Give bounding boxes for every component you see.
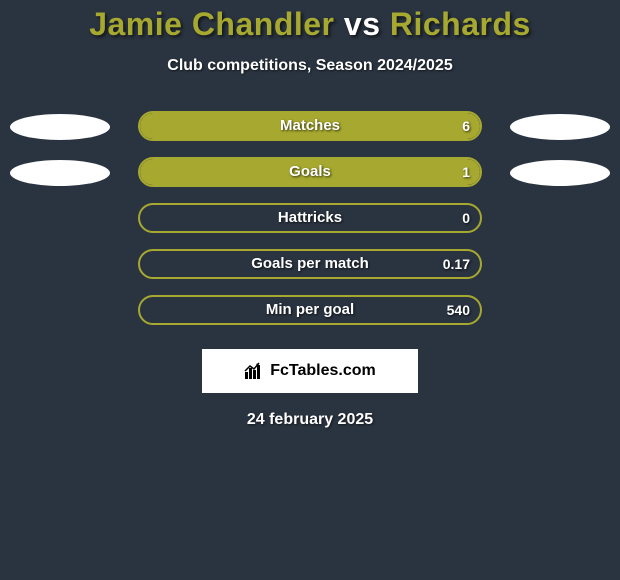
bar-chart-icon — [244, 362, 266, 380]
stat-row: Hattricks0 — [0, 203, 620, 249]
page-title: Jamie Chandler vs Richards — [0, 6, 620, 43]
stat-bar — [138, 111, 482, 141]
player-b-marker — [510, 114, 610, 140]
stat-row: Goals per match0.17 — [0, 249, 620, 295]
logo: FcTables.com — [244, 362, 376, 380]
stat-row: Min per goal540 — [0, 295, 620, 341]
stat-row: Matches6 — [0, 111, 620, 157]
title-player-a: Jamie Chandler — [89, 6, 334, 42]
stat-bar — [138, 249, 482, 279]
player-b-marker — [510, 160, 610, 186]
player-a-marker — [10, 160, 110, 186]
logo-box: FcTables.com — [202, 349, 418, 393]
stat-row: Goals1 — [0, 157, 620, 203]
stat-bar — [138, 157, 482, 187]
subtitle: Club competitions, Season 2024/2025 — [0, 57, 620, 75]
player-a-marker — [10, 114, 110, 140]
stats-block: Matches6Goals1Hattricks0Goals per match0… — [0, 111, 620, 341]
title-player-b: Richards — [390, 6, 531, 42]
title-vs: vs — [335, 6, 390, 42]
stat-bar-fill — [140, 159, 480, 185]
stat-bar — [138, 203, 482, 233]
logo-text: FcTables.com — [270, 362, 376, 380]
comparison-infographic: Jamie Chandler vs Richards Club competit… — [0, 0, 620, 429]
date-label: 24 february 2025 — [0, 411, 620, 429]
stat-bar — [138, 295, 482, 325]
stat-bar-fill — [140, 113, 480, 139]
